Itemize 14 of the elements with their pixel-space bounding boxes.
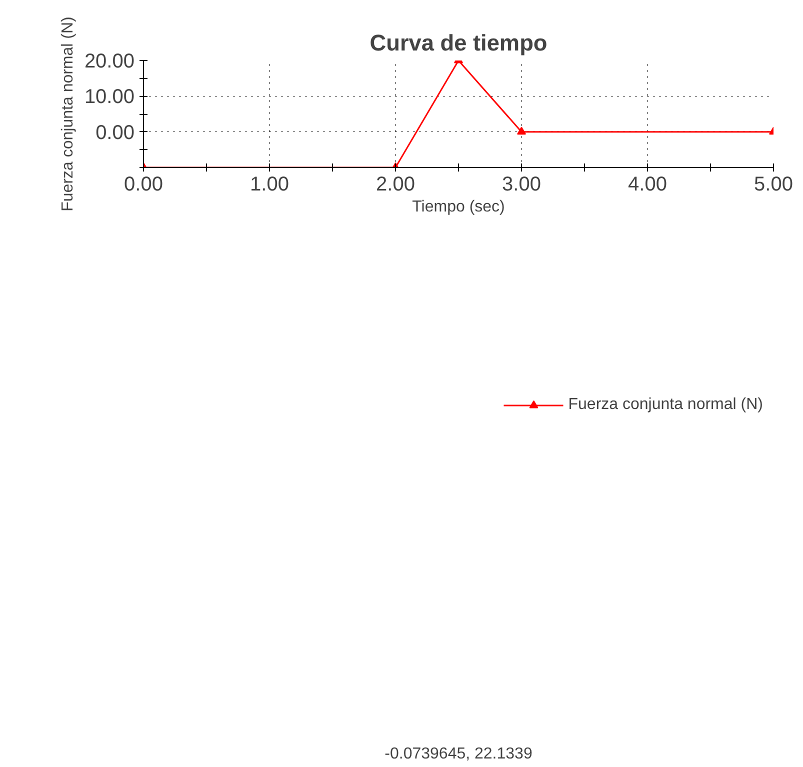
x-tick-label: 0.00: [124, 174, 163, 196]
x-tick-label: 2.00: [376, 174, 415, 196]
y-tick-label: 10.00: [84, 86, 135, 108]
x-axis-title: Tiempo (sec): [412, 198, 505, 216]
x-tick-label: 3.00: [502, 174, 541, 196]
y-tick-label: 0.00: [96, 122, 135, 144]
y-tick-label: 20.00: [84, 50, 135, 72]
x-tick-label: 5.00: [754, 174, 793, 196]
legend-label: Fuerza conjunta normal (N): [568, 396, 763, 414]
x-tick-label: 1.00: [250, 174, 289, 196]
chart-title: Curva de tiempo: [370, 30, 548, 56]
x-tick-label: 4.00: [628, 174, 667, 196]
text: -0.0739645, 22.1339: [384, 746, 532, 762]
y-axis-title: Fuerza conjunta normal (N): [59, 16, 76, 212]
